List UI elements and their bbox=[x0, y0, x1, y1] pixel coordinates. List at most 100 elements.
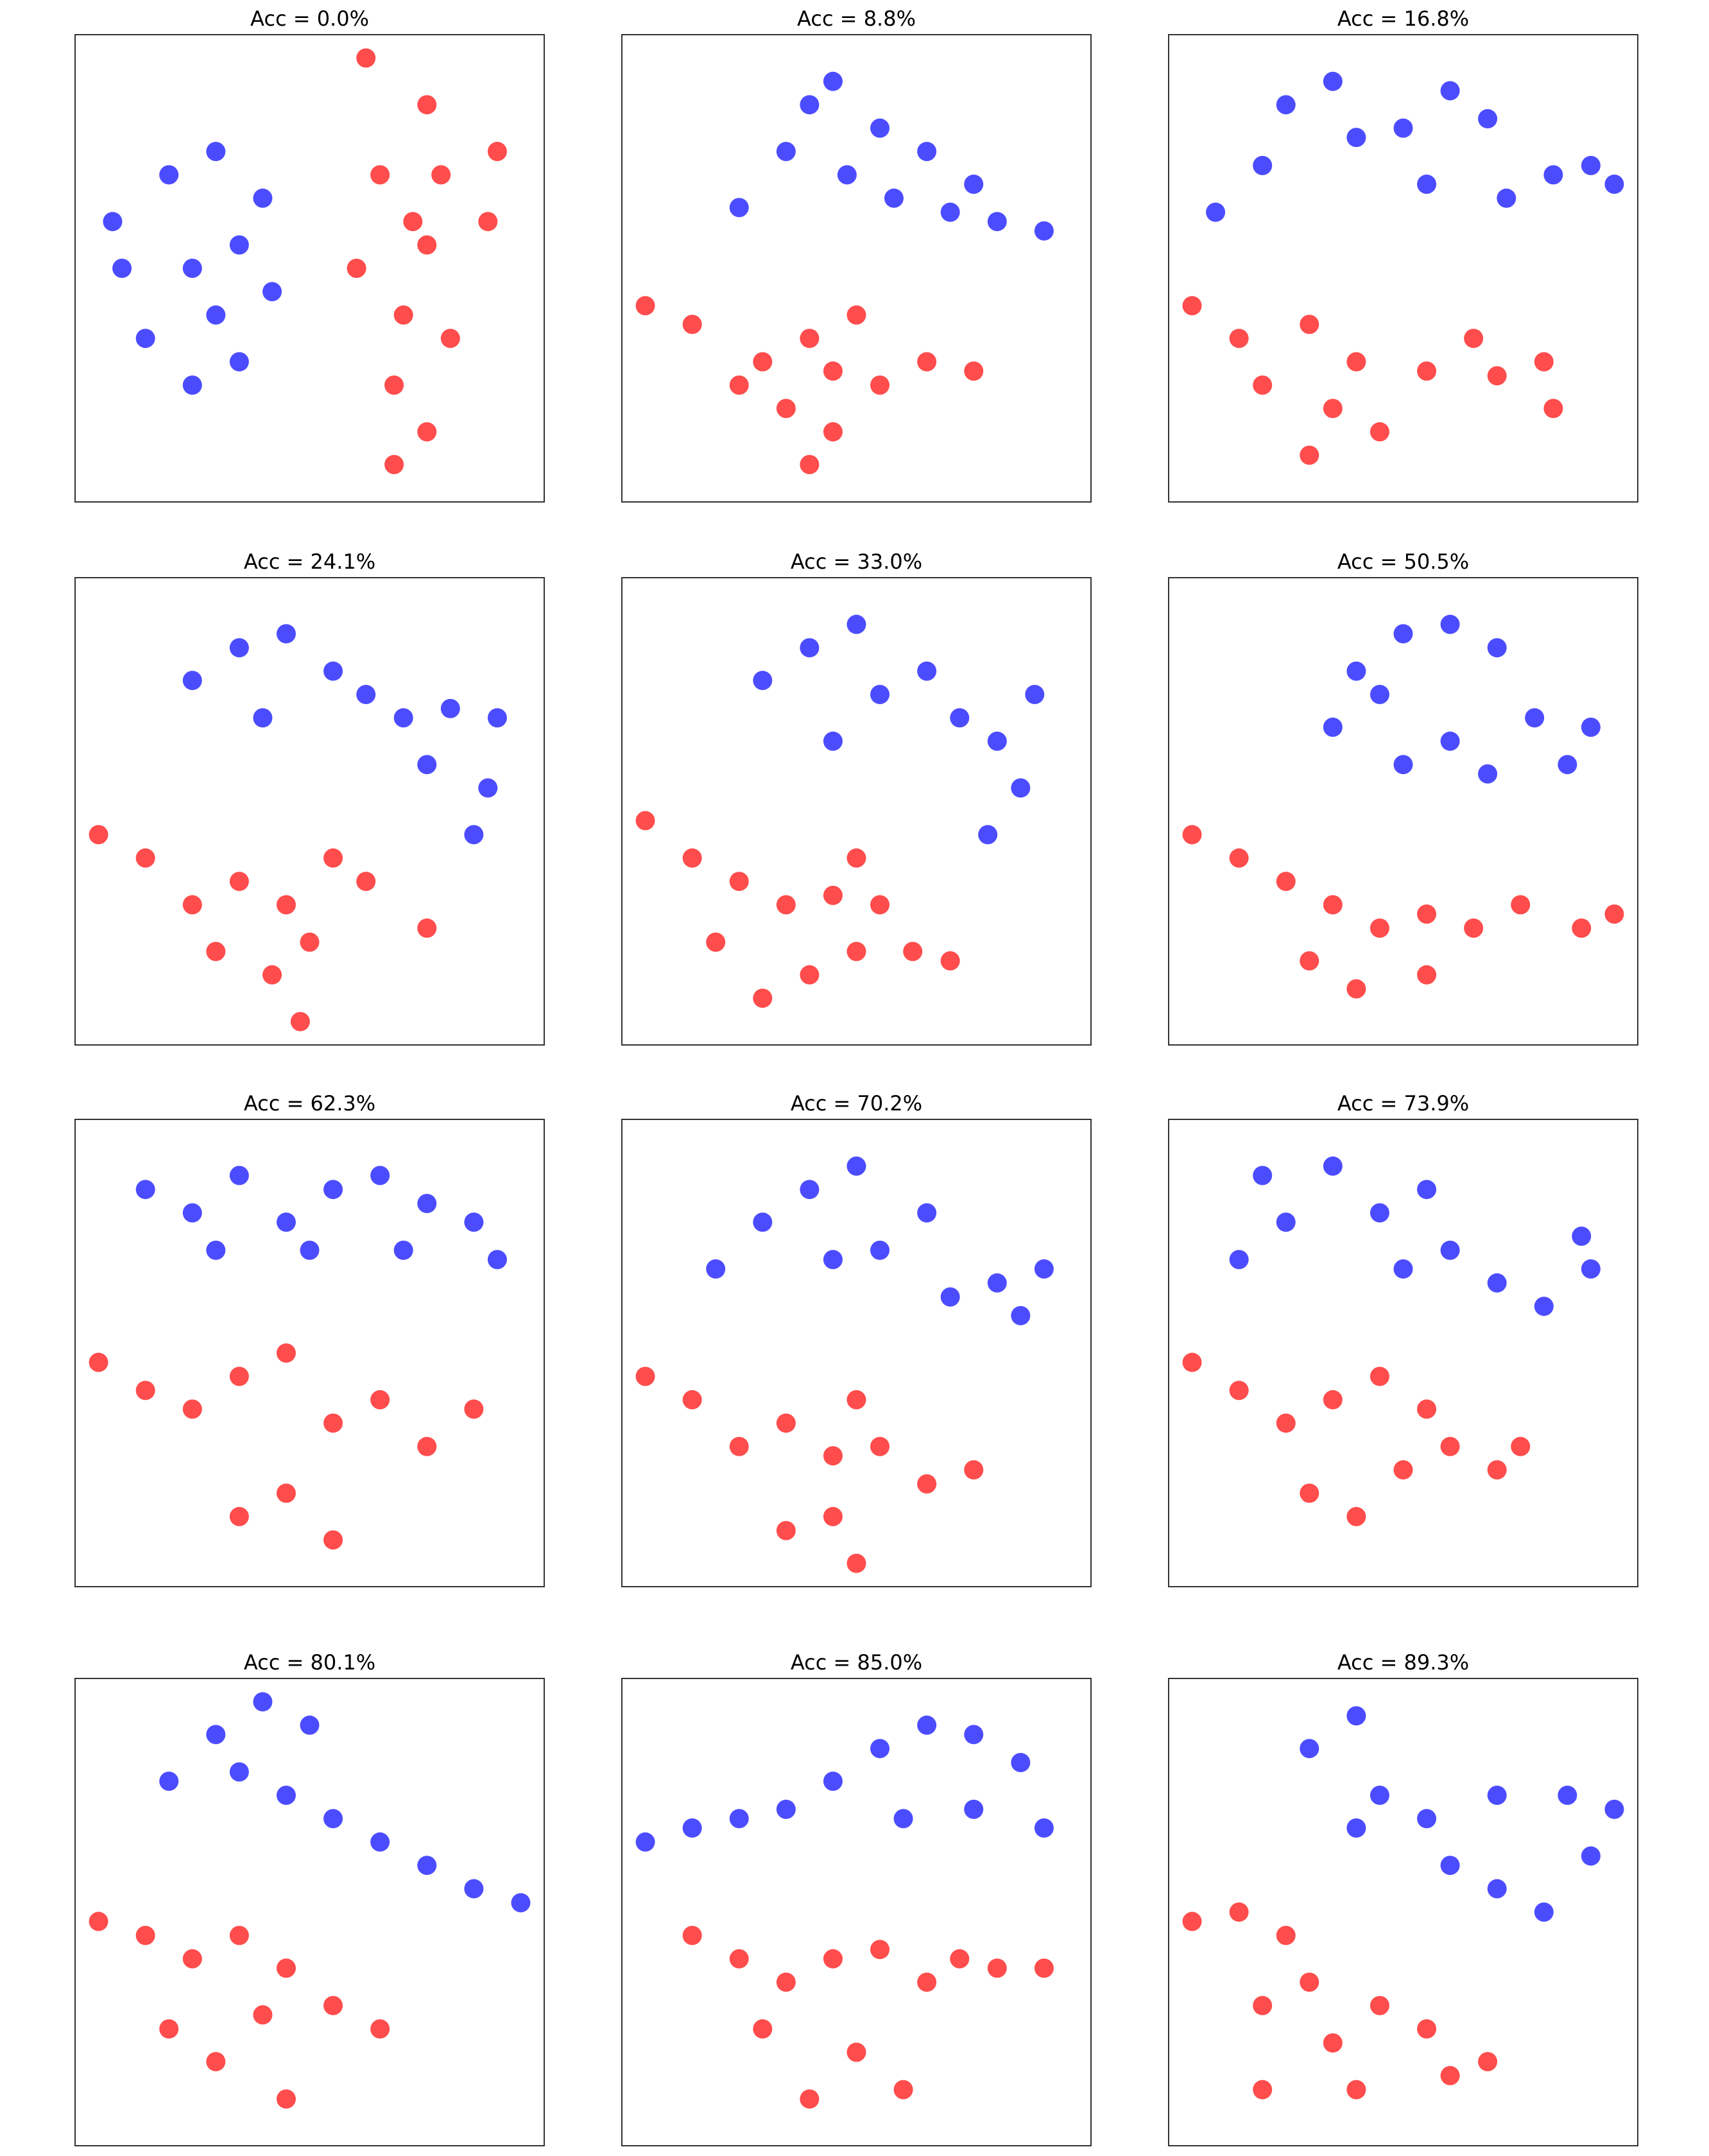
point bbox=[1487, 1273, 1507, 1293]
point bbox=[987, 1273, 1007, 1293]
point bbox=[800, 965, 820, 985]
point bbox=[206, 1725, 226, 1745]
point bbox=[393, 305, 413, 325]
point bbox=[323, 1996, 343, 2015]
point bbox=[800, 1180, 820, 1200]
point bbox=[987, 1958, 1007, 1978]
point bbox=[1440, 1240, 1460, 1260]
point bbox=[1417, 361, 1437, 381]
point bbox=[417, 755, 437, 775]
point bbox=[1323, 895, 1343, 915]
point bbox=[300, 1715, 320, 1735]
point bbox=[1346, 979, 1366, 999]
point bbox=[870, 118, 890, 138]
point bbox=[776, 895, 796, 915]
point bbox=[276, 1212, 296, 1232]
point bbox=[1487, 1786, 1507, 1805]
point bbox=[135, 848, 155, 868]
point bbox=[1300, 951, 1319, 970]
point bbox=[89, 825, 108, 845]
point bbox=[682, 1818, 702, 1838]
point bbox=[1497, 188, 1516, 208]
point bbox=[182, 375, 202, 395]
point bbox=[846, 942, 866, 962]
point bbox=[1572, 918, 1592, 938]
point bbox=[1323, 2033, 1343, 2053]
point bbox=[1182, 825, 1202, 845]
point bbox=[870, 1940, 890, 1960]
panel-title: Acc = 85.0% bbox=[791, 1650, 922, 1675]
point bbox=[1393, 624, 1413, 644]
point bbox=[1440, 1856, 1460, 1876]
point bbox=[940, 202, 960, 222]
panel-title: Acc = 24.1% bbox=[244, 549, 375, 574]
point bbox=[182, 1949, 202, 1969]
point bbox=[823, 1506, 843, 1526]
point bbox=[1300, 1972, 1319, 1992]
point bbox=[206, 942, 226, 962]
point bbox=[276, 1483, 296, 1503]
panel-title: Acc = 89.3% bbox=[1337, 1650, 1469, 1675]
point bbox=[1534, 352, 1554, 372]
point bbox=[262, 965, 282, 985]
panel-title: Acc = 8.8% bbox=[797, 6, 916, 31]
point bbox=[1440, 1436, 1460, 1456]
point bbox=[1182, 1352, 1202, 1372]
point bbox=[1581, 717, 1601, 737]
point bbox=[1534, 1902, 1554, 1922]
point bbox=[846, 305, 866, 325]
point bbox=[729, 198, 749, 218]
point bbox=[464, 1879, 484, 1899]
point bbox=[370, 1832, 390, 1852]
point bbox=[323, 1180, 343, 1200]
point bbox=[753, 2019, 773, 2039]
point bbox=[478, 778, 498, 798]
point bbox=[1417, 1809, 1437, 1829]
point bbox=[1543, 399, 1563, 418]
point bbox=[440, 698, 460, 718]
point bbox=[276, 2089, 296, 2109]
panel-title: Acc = 73.9% bbox=[1337, 1091, 1469, 1116]
point bbox=[393, 708, 413, 728]
point bbox=[253, 188, 273, 208]
point bbox=[682, 1926, 702, 1945]
point bbox=[1346, 128, 1366, 148]
point bbox=[182, 895, 202, 915]
point bbox=[206, 1240, 226, 1260]
point bbox=[846, 1390, 866, 1410]
point bbox=[917, 661, 937, 681]
point bbox=[135, 1926, 155, 1945]
point bbox=[1229, 329, 1249, 349]
point bbox=[1253, 1996, 1273, 2015]
point bbox=[1534, 1297, 1554, 1316]
point bbox=[182, 671, 202, 691]
point bbox=[964, 361, 984, 381]
point bbox=[417, 918, 437, 938]
point bbox=[370, 1390, 390, 1410]
point bbox=[1300, 315, 1319, 334]
axes-frame bbox=[1168, 1119, 1638, 1587]
point bbox=[823, 1250, 843, 1270]
point bbox=[823, 71, 843, 91]
point bbox=[978, 825, 998, 845]
point bbox=[1417, 1399, 1437, 1419]
point bbox=[1276, 1413, 1296, 1433]
point bbox=[440, 329, 460, 349]
point bbox=[753, 988, 773, 1008]
point bbox=[229, 1367, 249, 1386]
point bbox=[776, 1521, 796, 1540]
point bbox=[1323, 71, 1343, 91]
point bbox=[229, 1762, 249, 1782]
point bbox=[1034, 1958, 1054, 1978]
point bbox=[403, 212, 423, 232]
point bbox=[823, 422, 843, 442]
point bbox=[1417, 174, 1437, 194]
point bbox=[1558, 1786, 1577, 1805]
point bbox=[464, 1399, 484, 1419]
point bbox=[635, 1832, 655, 1852]
point bbox=[417, 422, 437, 442]
point bbox=[776, 142, 796, 161]
point bbox=[1478, 109, 1498, 129]
point bbox=[940, 951, 960, 970]
